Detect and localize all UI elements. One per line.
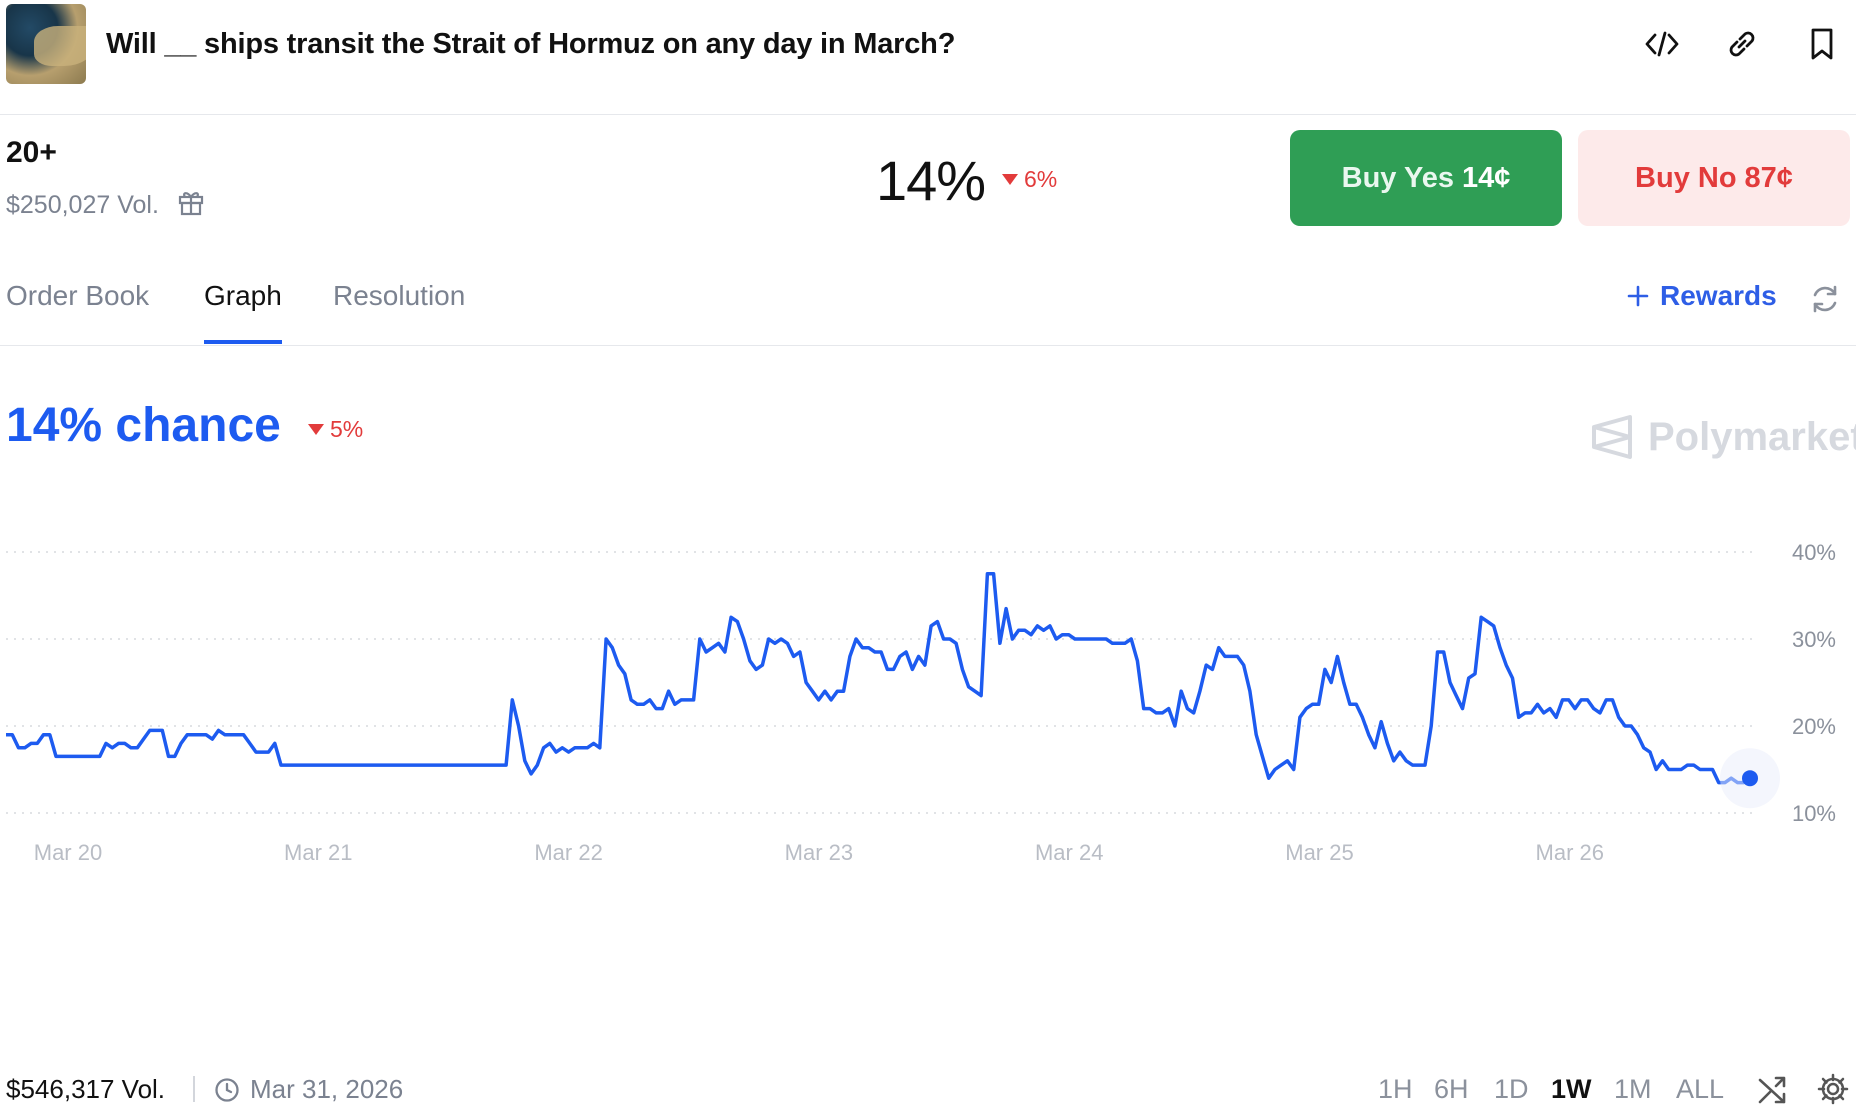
tab-order-book[interactable]: Order Book xyxy=(6,280,150,311)
range-1w[interactable]: 1W xyxy=(1551,1074,1592,1104)
buy-yes-label: Buy Yes xyxy=(1341,161,1454,194)
link-icon[interactable] xyxy=(1720,22,1764,66)
tab-resolution[interactable]: Resolution xyxy=(333,280,466,311)
polymarket-logo-icon xyxy=(1592,415,1632,459)
total-volume: $546,317 Vol. xyxy=(6,1074,166,1104)
x-tick-label: Mar 23 xyxy=(785,840,853,865)
range-1m[interactable]: 1M xyxy=(1614,1074,1652,1104)
rewards-button[interactable]: Rewards xyxy=(1626,280,1777,312)
rewards-label: Rewards xyxy=(1660,280,1777,311)
market-thumbnail[interactable] xyxy=(6,4,86,84)
bookmark-icon[interactable] xyxy=(1800,22,1844,66)
end-date: Mar 31, 2026 xyxy=(214,1074,403,1105)
x-tick-label: Mar 20 xyxy=(34,840,102,865)
plus-icon xyxy=(1627,285,1649,307)
probability-change: 6% xyxy=(1002,166,1057,193)
x-tick-label: Mar 26 xyxy=(1536,840,1604,865)
series-line xyxy=(6,572,1752,785)
chance-value: 14% chance xyxy=(6,399,281,452)
chance-change-value: 5% xyxy=(330,416,364,442)
chance-change: 5% xyxy=(308,416,363,443)
y-tick-label: 30% xyxy=(1792,627,1836,652)
buy-no-price: 87¢ xyxy=(1744,161,1793,194)
range-6h[interactable]: 6H xyxy=(1434,1074,1469,1104)
outcome-volume-text: $250,027 Vol. xyxy=(6,191,159,219)
outcome-volume: $250,027 Vol. xyxy=(6,188,205,223)
brand-name: Polymarket xyxy=(1648,414,1856,459)
buy-yes-price: 14¢ xyxy=(1461,161,1511,194)
probability-change-value: 6% xyxy=(1024,166,1058,192)
settings-icon[interactable] xyxy=(1816,1072,1852,1108)
range-1h[interactable]: 1H xyxy=(1378,1074,1413,1104)
range-all[interactable]: ALL xyxy=(1676,1074,1725,1104)
gift-icon[interactable] xyxy=(177,188,205,223)
y-tick-label: 10% xyxy=(1792,801,1836,826)
buy-no-label: Buy No xyxy=(1635,161,1737,194)
x-tick-label: Mar 22 xyxy=(534,840,602,865)
buy-yes-button[interactable]: Buy Yes 14¢ xyxy=(1290,130,1562,226)
down-triangle-icon xyxy=(1002,174,1018,185)
clock-icon xyxy=(215,1077,239,1102)
divider xyxy=(193,1076,195,1102)
outcome-label: 20+ xyxy=(6,136,57,169)
y-tick-label: 20% xyxy=(1792,714,1836,739)
market-title[interactable]: Will __ ships transit the Strait of Horm… xyxy=(106,28,956,60)
x-tick-label: Mar 24 xyxy=(1035,840,1103,865)
probability-chart[interactable]: 10% 20% 30% 40% Mar 20 Mar 21 Mar 22 Mar 23 Mar… xyxy=(0,500,1856,1040)
x-tick-label: Mar 25 xyxy=(1285,840,1353,865)
tab-graph[interactable]: Graph xyxy=(204,280,282,344)
end-date-text: Mar 31, 2026 xyxy=(250,1074,404,1104)
market-header: Will __ ships transit the Strait of Horm… xyxy=(0,0,1856,115)
range-1d[interactable]: 1D xyxy=(1494,1074,1529,1104)
refresh-icon[interactable] xyxy=(1808,282,1842,316)
code-icon[interactable] xyxy=(1640,22,1684,66)
chart-footer: $546,317 Vol. Mar 31, 2026 1H 6H 1D 1W 1… xyxy=(0,1068,1856,1114)
buy-no-button[interactable]: Buy No 87¢ xyxy=(1578,130,1850,226)
probability-value: 14% xyxy=(876,149,986,212)
down-triangle-icon xyxy=(308,424,324,435)
x-tick-label: Mar 21 xyxy=(284,840,352,865)
current-point[interactable] xyxy=(1742,770,1758,787)
y-tick-label: 40% xyxy=(1792,540,1836,565)
polymarket-watermark: Polymarket xyxy=(1590,414,1856,460)
shuffle-icon[interactable] xyxy=(1756,1072,1792,1108)
tab-bar: Order Book Graph Resolution Rewards xyxy=(0,270,1856,346)
